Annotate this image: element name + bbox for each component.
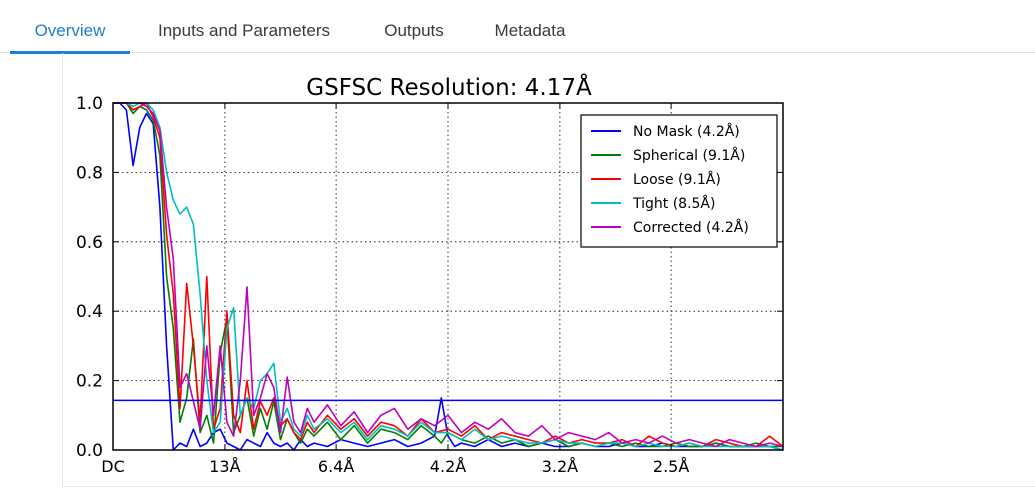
tab-metadata[interactable]: Metadata bbox=[494, 21, 566, 40]
series-line-3 bbox=[113, 102, 784, 451]
chart-title: GSFSC Resolution: 4.17Å bbox=[306, 73, 592, 101]
x-tick-label: 6.4Å bbox=[318, 457, 354, 476]
legend-label-1: Spherical (9.1Å) bbox=[633, 147, 745, 164]
x-tick-label: 3.2Å bbox=[542, 457, 578, 476]
legend-label-2: Loose (9.1Å) bbox=[633, 171, 721, 188]
x-tick-label: 13Å bbox=[209, 457, 240, 476]
series-line-2 bbox=[113, 102, 784, 448]
tab-bar: Overview Inputs and Parameters Outputs M… bbox=[0, 0, 1035, 54]
tab-outputs[interactable]: Outputs bbox=[384, 21, 444, 40]
overview-panel: GSFSC Resolution: 4.17Å 0.0 0.2 0.4 0.6 0.8 1… bbox=[62, 53, 1035, 487]
series-line-1 bbox=[113, 102, 783, 448]
axis-ticks: 0.0 0.2 0.4 0.6 0.8 1.0 DC 13Å 6.4Å 4.2Å 3.2Å 2.5Å bbox=[76, 94, 783, 476]
series-lines bbox=[113, 102, 784, 451]
y-tick-label: 0.4 bbox=[76, 302, 103, 322]
tab-inputs-and-parameters[interactable]: Inputs and Parameters bbox=[158, 21, 330, 40]
x-tick-label: DC bbox=[101, 457, 125, 476]
legend-label-3: Tight (8.5Å) bbox=[632, 195, 715, 212]
series-line-4 bbox=[113, 102, 784, 448]
x-tick-label: 2.5Å bbox=[653, 457, 689, 476]
legend-box bbox=[580, 114, 778, 248]
legend-label-4: Corrected (4.2Å) bbox=[633, 219, 749, 236]
tab-overview[interactable]: Overview bbox=[10, 0, 130, 54]
x-tick-label: 4.2Å bbox=[430, 457, 466, 476]
y-tick-label: 0.2 bbox=[76, 372, 103, 392]
legend: No Mask (4.2Å) Spherical (9.1Å) Loose (9.1… bbox=[580, 114, 778, 248]
y-tick-label: 0.8 bbox=[76, 163, 103, 183]
y-tick-label: 0.0 bbox=[76, 441, 103, 461]
fsc-chart: GSFSC Resolution: 4.17Å 0.0 0.2 0.4 0.6 0.8 1… bbox=[76, 73, 784, 476]
y-tick-label: 0.6 bbox=[76, 233, 103, 253]
legend-label-0: No Mask (4.2Å) bbox=[633, 123, 740, 140]
y-tick-label: 1.0 bbox=[76, 94, 103, 114]
